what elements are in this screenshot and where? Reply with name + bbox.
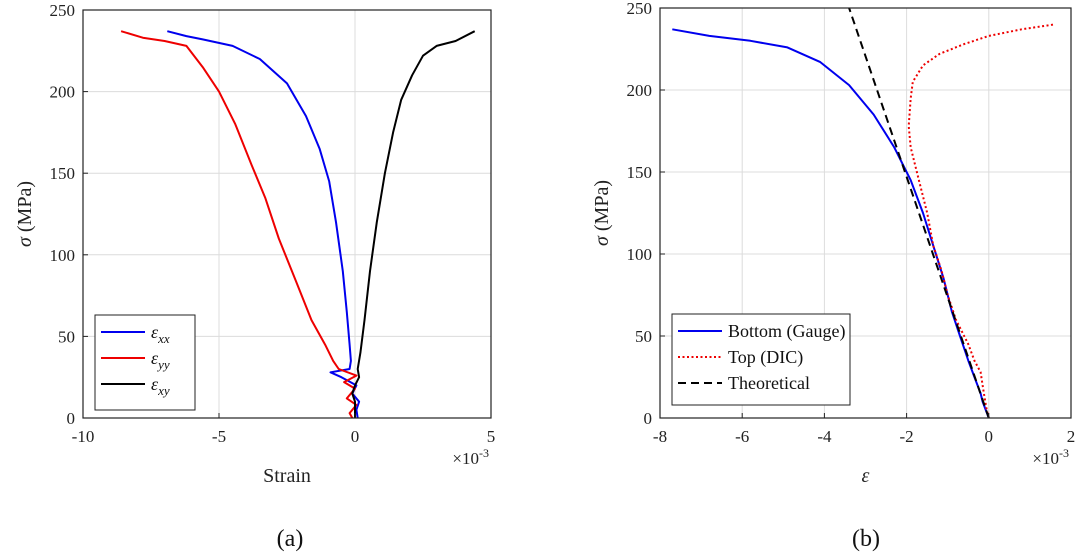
panel-a-mult-exp: -3 (479, 446, 489, 460)
panel-a-mult-base: ×10 (452, 449, 479, 468)
panel-b-ytick-label: 250 (627, 0, 653, 18)
panel-b-ylabel-symbol: σ (591, 235, 613, 246)
panel-b-ylabel-unit: (MPa) (591, 180, 613, 231)
panel-a-series-0 (167, 30, 361, 419)
panel-a-legend-label-2: εxy (151, 374, 170, 398)
panel-a-ylabel-symbol: σ (14, 236, 36, 247)
panel-a-legend-sub-2: xy (157, 383, 170, 398)
panel-a-caption: (a) (277, 526, 304, 552)
panel-a-legend-box (94, 314, 196, 411)
panel-a-ytick-label: 0 (67, 409, 76, 428)
panel-b-x-multiplier: ×10-3 (1032, 446, 1069, 468)
panel-a-series (120, 30, 476, 419)
panel-b-caption: (b) (852, 526, 880, 552)
panel-a-ylabel: σ (MPa) (14, 181, 36, 247)
panel-b-ytick-label: 100 (627, 245, 653, 264)
panel-a-axes-box (82, 9, 492, 419)
panel-a-legend-label-1: εyy (151, 348, 170, 372)
panel-b-ytick-label: 50 (635, 327, 652, 346)
panel-b-series (672, 7, 1055, 419)
panel-a-x-multiplier: ×10-3 (452, 446, 489, 468)
panel-a-ytick-label: 250 (50, 1, 76, 20)
panel-a-legend-label-0: εxx (151, 322, 170, 346)
panel-a-legend-sub-1: yy (156, 357, 170, 372)
panel-a-series-1 (120, 30, 358, 419)
panel-b-ylabel: σ (MPa) (591, 180, 613, 246)
panel-b-xtick-label: -6 (735, 427, 749, 446)
panel-a-legend-sym-0: ε (151, 322, 159, 342)
panel-a-ytick-label: 50 (58, 327, 75, 346)
panel-b-ytick-label: 200 (627, 81, 653, 100)
panel-b-series-2 (848, 7, 990, 419)
panel-a-legend-sym-2: ε (151, 374, 159, 394)
panel-a-ylabel-unit: (MPa) (14, 181, 36, 232)
panel-b-legend-label-0: Bottom (Gauge) (728, 321, 845, 342)
panel-b-xtick-label: -8 (653, 427, 667, 446)
panel-b-legend-label-2: Theoretical (728, 373, 810, 393)
panel-a-ytick-label: 200 (50, 83, 76, 102)
panel-a-ytick-label: 150 (50, 164, 76, 183)
panel-a-xtick-label: -10 (72, 427, 95, 446)
panel-a-legend-sym-1: ε (151, 348, 159, 368)
panel-a-series-2 (351, 30, 476, 418)
panel-a-ytick-label: 100 (50, 246, 76, 265)
panel-b-xtick-label: -4 (817, 427, 832, 446)
panel-b-xtick-label: 0 (985, 427, 994, 446)
panel-a-xtick-label: -5 (212, 427, 226, 446)
panel-b-series-1 (907, 23, 1055, 419)
panel-a-xlabel: Strain (263, 465, 311, 487)
panel-b-axes-box (659, 7, 1072, 419)
panel-b-ytick-label: 0 (644, 409, 653, 428)
panel-b-mult-exp: -3 (1059, 446, 1069, 460)
panel-a-xtick-label: 0 (351, 427, 360, 446)
panel-b-xtick-label: 2 (1067, 427, 1076, 446)
panel-a-xtick-label: 5 (487, 427, 496, 446)
panel-a-legend-sub-0: xx (157, 331, 170, 346)
panel-b-xtick-label: -2 (900, 427, 914, 446)
panel-b-ytick-label: 150 (627, 163, 653, 182)
panel-b-mult-base: ×10 (1032, 449, 1059, 468)
panel-b-ticks: -8 -6 -4 -2 0 2 0 50 100 150 200 250 (627, 0, 1076, 446)
panel-b-legend-label-1: Top (DIC) (728, 347, 803, 368)
panel-b-xlabel: ε (862, 465, 870, 487)
panel-b-legend: Bottom (Gauge) Top (DIC) Theoretical (671, 313, 851, 406)
panel-b-legend-box (671, 313, 851, 406)
